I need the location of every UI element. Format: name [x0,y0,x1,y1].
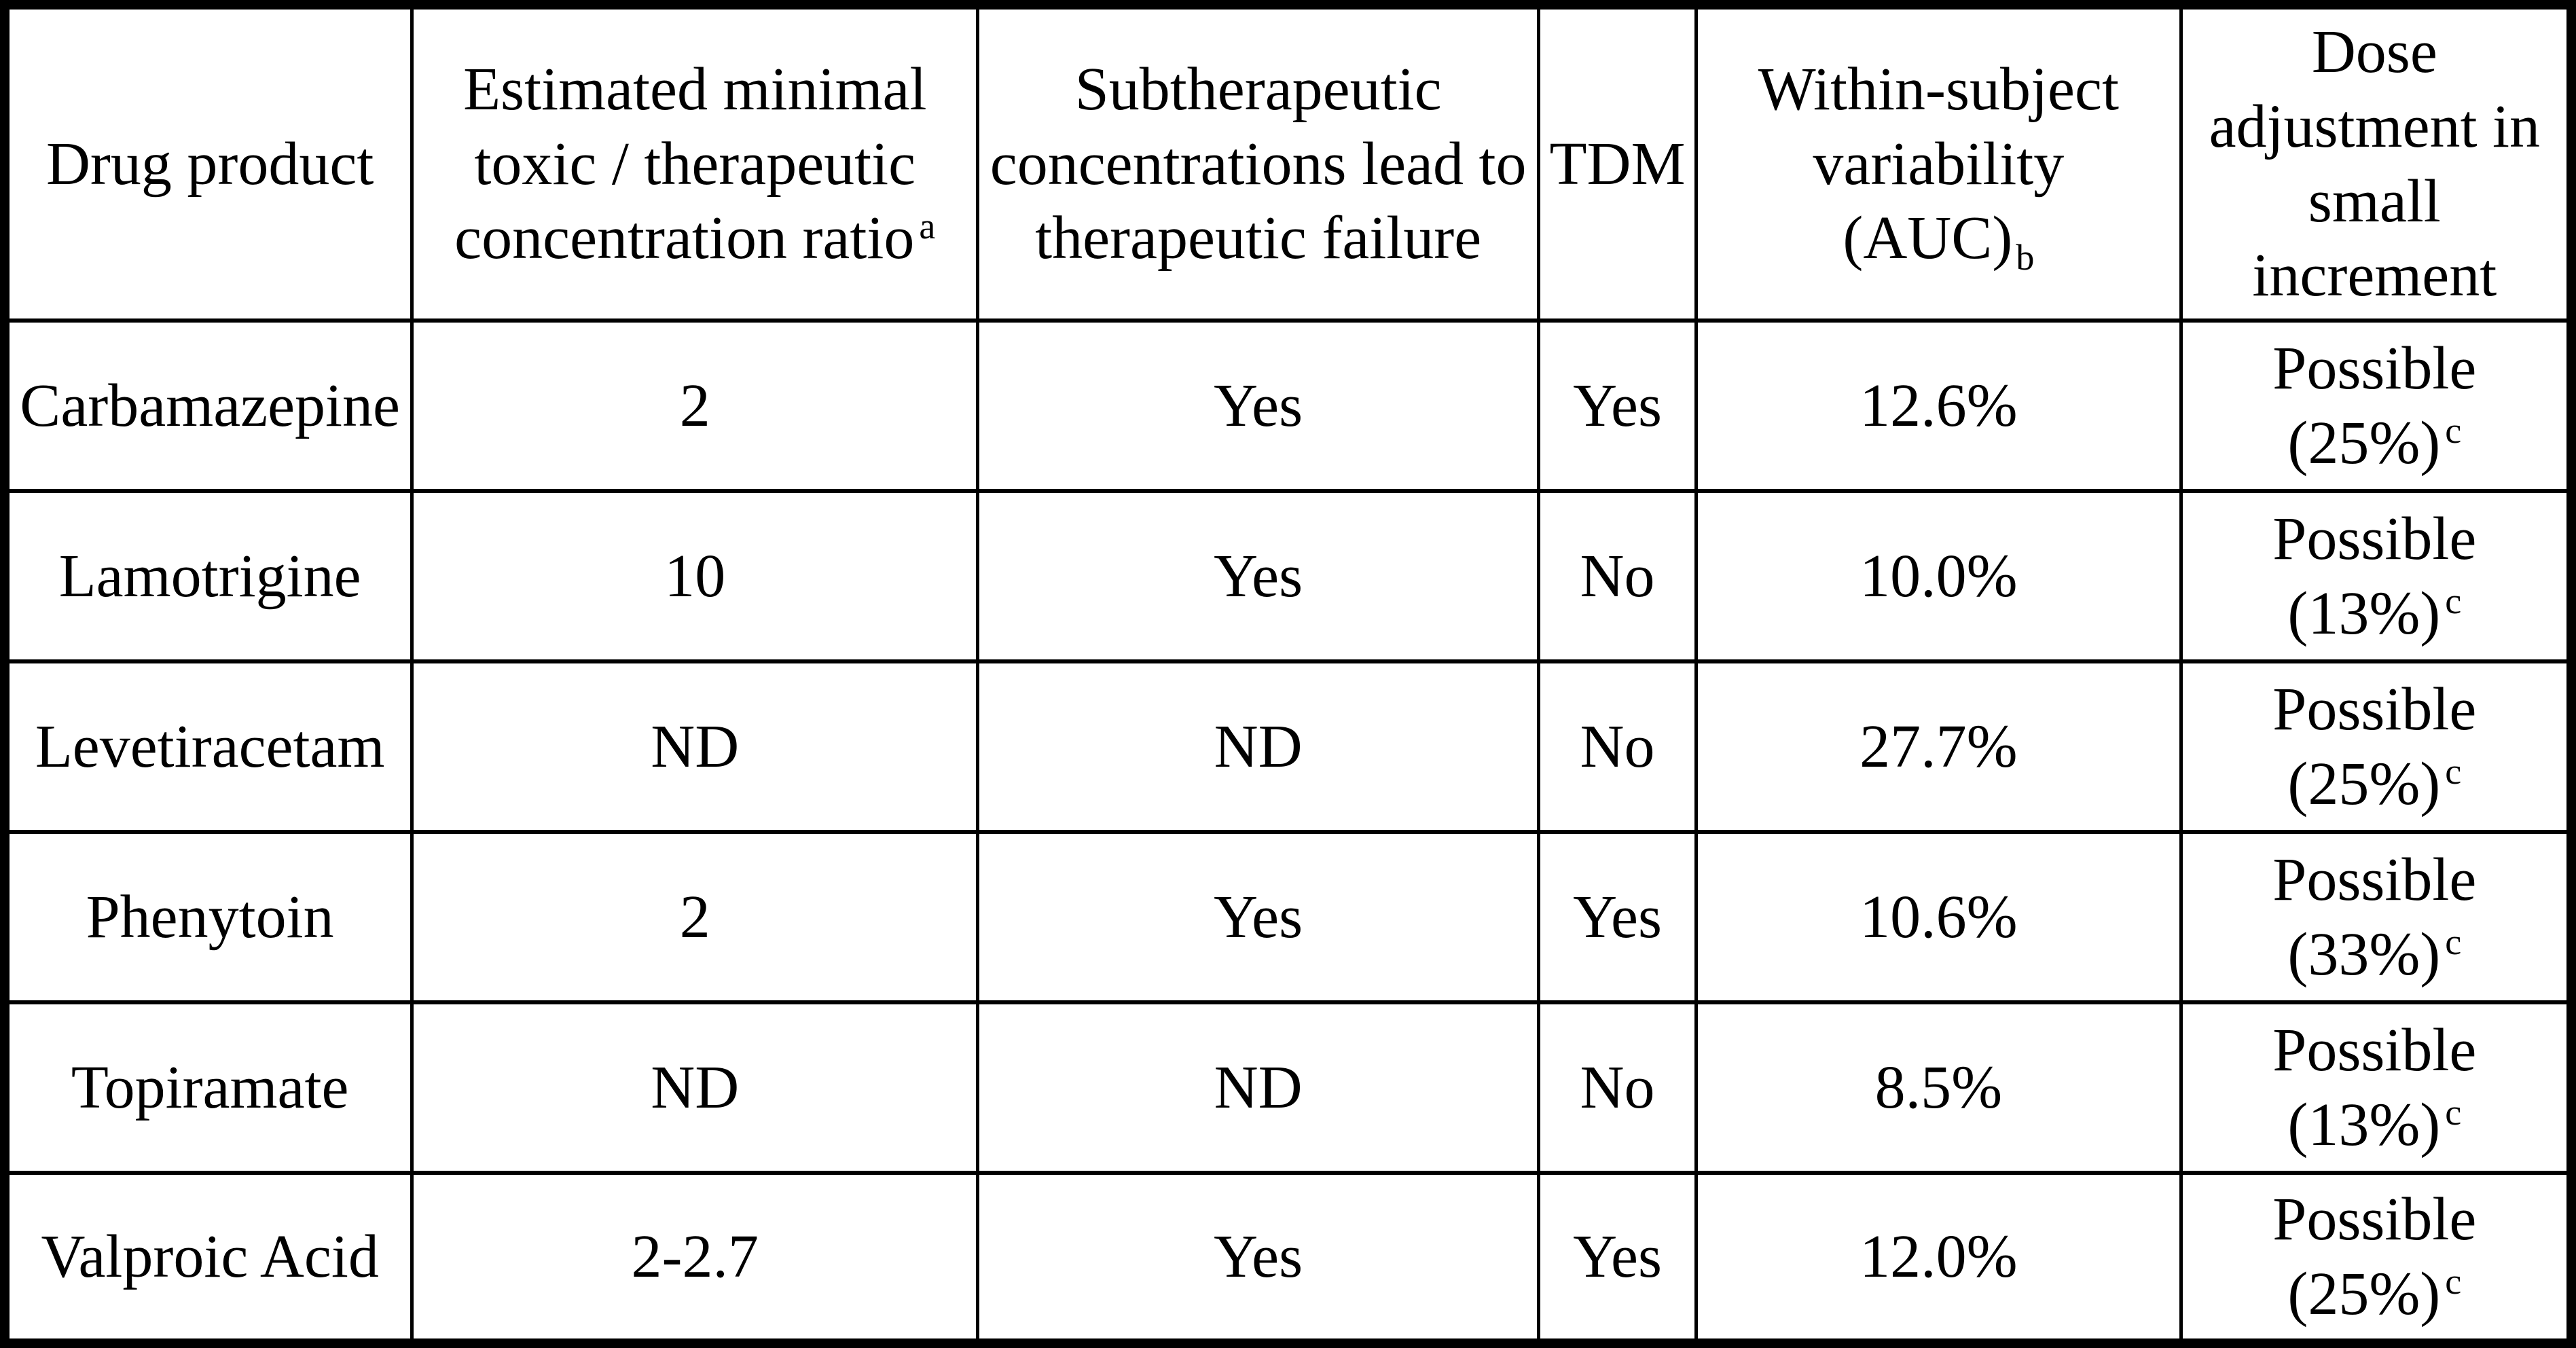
col-header-within-subject-variability: Within-subject variability (AUC)b [1694,3,2183,323]
cell-tdm: Yes [1537,318,1699,493]
header-line: toxic / therapeutic [474,130,916,198]
col-header-subtherapeutic-failure: Subtherapeutic concentrations lead to th… [976,3,1541,323]
header-line: concentration ratio a [454,204,936,272]
header-line: (AUC)b [1843,204,2035,278]
table-row-valproic-acid: Valproic Acid 2-2.7 Yes Yes 12.0% Possib… [3,1171,2573,1345]
cell-tdm: No [1537,1000,1699,1175]
header-line: Subtherapeutic [1074,55,1442,123]
cell-subtherapeutic: Yes [976,318,1541,493]
table-row-phenytoin: Phenytoin 2 Yes Yes 10.6% Possible (33%)… [3,830,2573,1004]
footnote-marker-c: c [2445,580,2462,621]
footnote-marker-b: b [2016,236,2035,278]
table-row-topiramate: Topiramate ND ND No 8.5% Possible (13%) c [3,1000,2573,1175]
cell-variability: 12.6% [1694,318,2183,493]
cell-variability: 12.0% [1694,1171,2183,1345]
cell-dose-adjustment: Possible (25%) c [2179,318,2573,493]
cell-dose-adjustment: Possible (25%) c [2179,659,2573,834]
col-header-tdm: TDM [1537,3,1699,323]
cell-dose-adjustment: Possible (25%) c [2179,1171,2573,1345]
header-line: Dose [2311,18,2437,86]
cell-drug: Carbamazepine [3,318,414,493]
cell-dose-adjustment: Possible (33%) c [2179,830,2573,1004]
cell-subtherapeutic: ND [976,659,1541,834]
header-line: Estimated minimal [463,55,927,123]
cell-dose-adjustment: Possible (13%) c [2179,489,2573,663]
footnote-marker-c: c [2445,750,2462,792]
cell-drug: Levetiracetam [3,659,414,834]
header-line: small [2308,167,2441,235]
header-line: variability [1813,130,2065,198]
cell-ratio: 10 [410,489,980,663]
cell-subtherapeutic: ND [976,1000,1541,1175]
col-header-dose-adjustment: Dose adjustment in small increment [2179,3,2573,323]
cell-variability: 10.0% [1694,489,2183,663]
cell-drug: Topiramate [3,1000,414,1175]
cell-subtherapeutic: Yes [976,1171,1541,1345]
cell-tdm: Yes [1537,830,1699,1004]
table-row-carbamazepine: Carbamazepine 2 Yes Yes 12.6% Possible (… [3,318,2573,493]
cell-subtherapeutic: Yes [976,489,1541,663]
cell-ratio: 2-2.7 [410,1171,980,1345]
cell-tdm: No [1537,489,1699,663]
header-line: concentrations lead to [990,130,1527,198]
cell-ratio: ND [410,1000,980,1175]
cell-drug: Valproic Acid [3,1171,414,1345]
col-header-toxic-therapeutic-ratio: Estimated minimal toxic / therapeutic co… [410,3,980,323]
cell-ratio: ND [410,659,980,834]
footnote-marker-a: a [919,205,936,247]
footnote-marker-c: c [2445,921,2462,962]
cell-ratio: 2 [410,830,980,1004]
footnote-marker-c: c [2445,1260,2462,1302]
header-line: adjustment in [2209,92,2541,160]
col-header-drug-product: Drug product [3,3,414,323]
header-line: TDM [1549,130,1686,198]
cell-variability: 10.6% [1694,830,2183,1004]
table-row-levetiracetam: Levetiracetam ND ND No 27.7% Possible (2… [3,659,2573,834]
cell-tdm: No [1537,659,1699,834]
cell-subtherapeutic: Yes [976,830,1541,1004]
header-line: therapeutic failure [1035,204,1482,272]
cell-variability: 8.5% [1694,1000,2183,1175]
footnote-marker-c: c [2445,1091,2462,1133]
header-row: Drug product Estimated minimal toxic / t… [3,3,2573,323]
cell-dose-adjustment: Possible (13%) c [2179,1000,2573,1175]
header-line: Drug product [46,130,374,198]
cell-drug: Phenytoin [3,830,414,1004]
cell-ratio: 2 [410,318,980,493]
table-row-lamotrigine: Lamotrigine 10 Yes No 10.0% Possible (13… [3,489,2573,663]
header-line: increment [2252,242,2497,310]
cell-tdm: Yes [1537,1171,1699,1345]
cell-variability: 27.7% [1694,659,2183,834]
header-line: Within-subject [1758,55,2119,123]
footnote-marker-c: c [2445,409,2462,451]
cell-drug: Lamotrigine [3,489,414,663]
